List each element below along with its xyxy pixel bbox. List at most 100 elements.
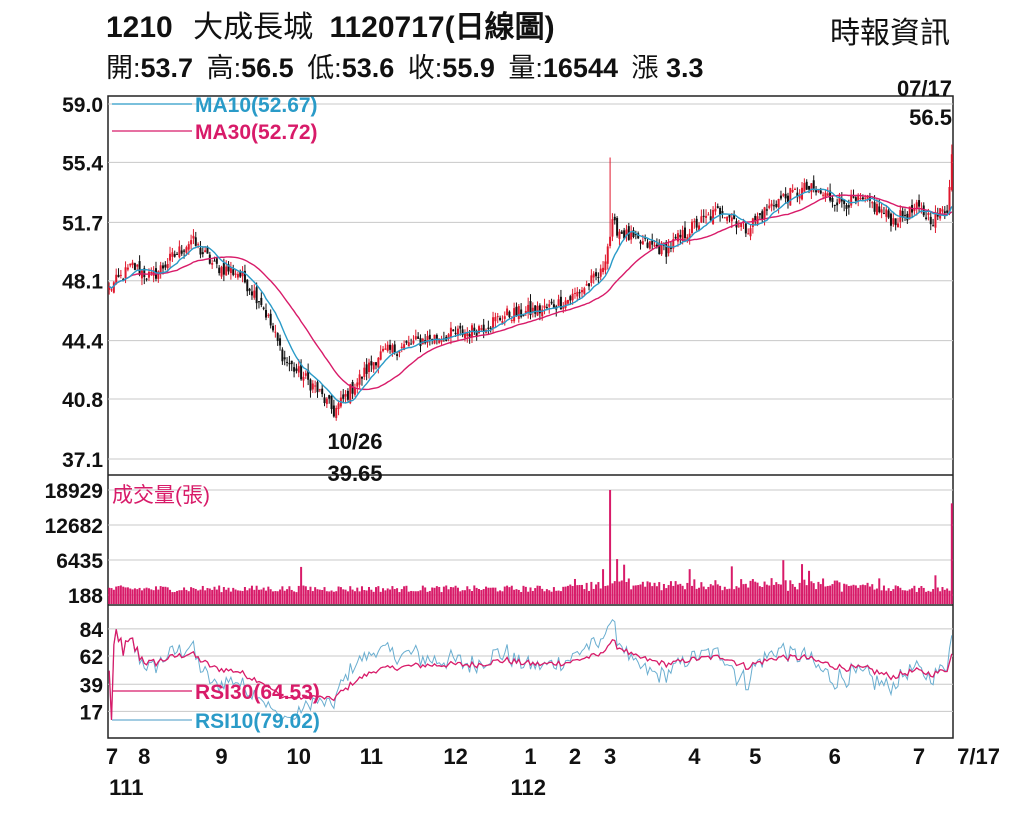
candle-body [833,204,836,206]
volume-bar [360,586,363,604]
volume-bar [176,590,179,604]
volume-bar [871,584,874,604]
candle-body [906,213,909,221]
volume-bar [391,586,394,604]
volume-bar [281,586,284,604]
volume-bar [843,583,846,604]
candlestick-bar [555,304,558,317]
candle-body [309,379,312,391]
candlestick-bar [548,299,551,314]
volume-bar [302,585,305,604]
candlestick-bar [943,206,946,220]
volume-bar [627,578,630,604]
volume-bar [218,585,221,604]
candle-body [630,231,633,240]
volume-bar [503,586,506,604]
candlestick-bar [728,213,731,223]
candle-body [480,328,483,330]
candle-body [866,195,869,199]
candlestick-bar [286,357,289,367]
candlestick-bar [747,228,750,235]
candle-body [768,205,771,209]
candlestick-bar [758,213,761,220]
candlestick-bar [889,212,892,232]
volume-bar [850,585,853,604]
candlestick-bar [506,305,509,316]
candlestick-bar [915,199,918,216]
candle-body [384,348,387,350]
candlestick-bar [632,227,635,239]
volume-bar [119,585,122,604]
volume-bar [389,589,392,604]
candle-body [723,217,726,219]
volume-bar [307,590,310,604]
volume-bar [152,590,155,604]
candlestick-bar [307,363,310,386]
candlestick-bar [882,206,885,215]
volume-bar [468,589,471,604]
candlestick-bar [651,233,654,251]
volume-bar [454,585,457,604]
volume-bar [309,586,312,604]
candlestick-bar [276,332,279,346]
candlestick-bar [796,187,799,203]
volume-bar [183,587,186,604]
volume-bar [733,589,736,604]
candlestick-bar [688,228,691,245]
candle-body [459,325,462,329]
volume-bar [190,587,193,604]
volume-bar [159,586,162,604]
volume-bar [157,589,160,604]
candle-body [786,195,789,203]
volume-bar [651,586,654,604]
candle-body [845,205,848,209]
volume-bar [133,588,136,604]
ma30-line [108,194,953,391]
candlestick-bar [417,332,420,340]
candle-body [571,293,574,301]
candle-body [826,193,829,196]
candlestick-bar [330,395,333,414]
candle-body [318,389,321,391]
candlestick-bar [599,264,602,281]
volume-bar [367,587,370,604]
volume-bar [922,587,925,604]
volume-bar [859,585,862,604]
volume-bar [829,585,832,604]
candle-body [782,194,785,196]
candlestick-bar [782,193,785,198]
candlestick-bar [318,388,321,393]
candlestick-bar [592,271,595,284]
candle-body [513,308,516,322]
x-month-label: 7 [106,744,118,769]
chart-date-label: 1120717(日線圖) [329,11,555,44]
volume-bar [751,579,754,604]
volume-bar [363,590,366,604]
volume-bar [548,590,551,604]
candlestick-bar [517,304,520,323]
volume-bar [162,586,165,604]
candle-body [794,188,797,190]
candlestick-bar [616,216,619,238]
volume-bar [529,587,532,604]
candle-body [712,209,715,224]
volume-bar [618,581,621,604]
volume-bar [599,588,602,604]
volume-bar [227,587,230,604]
volume-bar [770,578,773,604]
candlestick-bar [473,323,476,335]
quote-volume: 量:16544 [508,53,618,83]
candle-body [861,197,864,200]
candle-body [651,240,654,245]
candlestick-bar [108,282,111,295]
candlestick-bar [859,193,862,201]
candle-body [344,393,347,397]
volume-bar [723,586,726,604]
volume-bar [431,587,434,604]
price-tick-label: 40.8 [62,389,103,412]
candlestick-bar [309,378,312,398]
candle-body [616,218,619,236]
candlestick-bar [171,247,174,263]
volume-bar [880,590,883,604]
candle-body [489,327,492,329]
